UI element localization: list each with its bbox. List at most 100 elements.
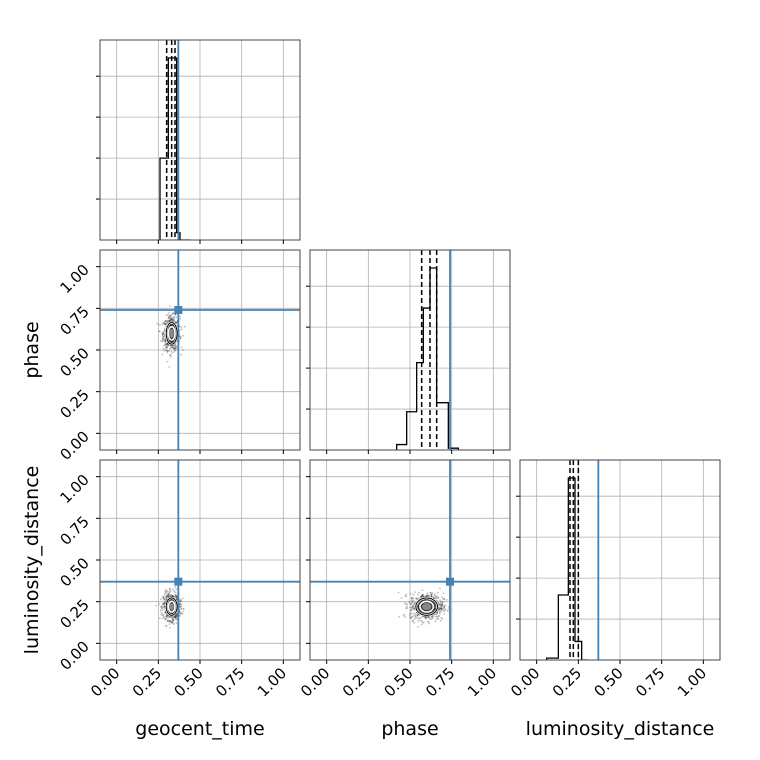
x-axis-label-luminosity_distance: luminosity_distance	[526, 718, 715, 740]
sample-point	[174, 594, 177, 597]
sample-point	[422, 621, 425, 624]
sample-point	[428, 622, 431, 625]
sample-point	[168, 593, 171, 595]
sample-point	[411, 616, 414, 618]
sample-point	[173, 347, 176, 350]
sample-point	[167, 344, 170, 346]
sample-point	[175, 615, 178, 618]
sample-point	[438, 607, 441, 610]
sample-point	[412, 605, 414, 608]
sample-point	[444, 608, 447, 611]
sample-point	[174, 344, 177, 347]
sample-point	[161, 337, 164, 340]
sample-point	[183, 325, 186, 328]
sample-point	[179, 317, 182, 320]
sample-point	[172, 588, 174, 591]
sample-point	[164, 323, 167, 326]
sample-point	[175, 618, 178, 621]
sample-point	[180, 328, 183, 331]
sample-point	[163, 322, 166, 325]
sample-point	[410, 609, 413, 612]
sample-point	[163, 605, 166, 608]
sample-point	[425, 595, 428, 597]
sample-point	[414, 591, 416, 594]
sample-point	[163, 608, 166, 611]
sample-point	[171, 594, 174, 597]
sample-point	[398, 615, 400, 618]
sample-point	[439, 609, 442, 612]
sample-point	[168, 595, 171, 598]
sample-point	[158, 323, 161, 326]
sample-point	[405, 595, 408, 598]
scatter-phase-luminosity_distance	[397, 587, 452, 628]
sample-point	[175, 316, 178, 319]
sample-point	[162, 597, 165, 600]
y-tick-label: 0.25	[56, 596, 92, 632]
y-tick-label: 1.00	[56, 471, 92, 507]
sample-point	[411, 599, 413, 602]
sample-point	[169, 315, 172, 318]
sample-point	[174, 614, 177, 617]
sample-point	[167, 320, 169, 323]
sample-point	[164, 342, 167, 345]
sample-point	[162, 602, 165, 605]
sample-point	[174, 614, 177, 617]
sample-point	[161, 331, 163, 334]
sample-point	[447, 608, 450, 611]
sample-point	[179, 612, 182, 615]
sample-point	[442, 610, 445, 612]
sample-point	[420, 595, 423, 598]
sample-point	[169, 354, 172, 357]
sample-point	[172, 346, 174, 349]
sample-point	[174, 314, 177, 316]
sample-point	[168, 623, 171, 626]
sample-point	[438, 609, 441, 611]
sample-point	[161, 614, 164, 617]
sample-point	[172, 622, 175, 625]
sample-point	[168, 319, 171, 322]
text-layer: 0.000.250.500.751.000.000.250.500.751.00…	[21, 261, 714, 740]
density-peak	[169, 328, 174, 338]
sample-point	[400, 597, 403, 600]
sample-point	[165, 596, 168, 598]
sample-point	[167, 615, 169, 617]
sample-point	[443, 597, 446, 600]
sample-point	[403, 613, 406, 616]
sample-point	[412, 599, 415, 602]
sample-point	[170, 350, 173, 353]
sample-point	[175, 321, 178, 324]
sample-point	[166, 343, 168, 345]
sample-point	[439, 603, 442, 606]
sample-point	[171, 319, 174, 321]
sample-point	[433, 597, 435, 600]
sample-point	[162, 344, 165, 347]
sample-point	[446, 609, 449, 612]
sample-point	[164, 618, 167, 621]
sample-point	[421, 620, 423, 623]
sample-point	[410, 602, 413, 605]
sample-point	[164, 320, 166, 323]
sample-point	[172, 618, 175, 621]
sample-point	[441, 608, 444, 611]
sample-point	[416, 614, 419, 617]
sample-point	[441, 603, 444, 606]
sample-point	[171, 352, 173, 355]
sample-point	[180, 335, 182, 338]
sample-point	[159, 598, 162, 601]
sample-point	[166, 320, 169, 322]
sample-point	[175, 614, 177, 617]
sample-point	[417, 620, 420, 622]
sample-point	[175, 622, 178, 625]
sample-point	[163, 321, 166, 324]
sample-point	[165, 346, 168, 349]
x-tick-label: 0.00	[87, 664, 123, 700]
sample-point	[171, 621, 174, 624]
sample-point	[164, 320, 167, 323]
sample-point	[171, 346, 174, 349]
sample-point	[435, 618, 438, 621]
sample-point	[159, 609, 162, 612]
sample-point	[437, 596, 440, 599]
sample-point	[164, 343, 167, 346]
sample-point	[443, 605, 445, 608]
sample-point	[163, 606, 166, 608]
